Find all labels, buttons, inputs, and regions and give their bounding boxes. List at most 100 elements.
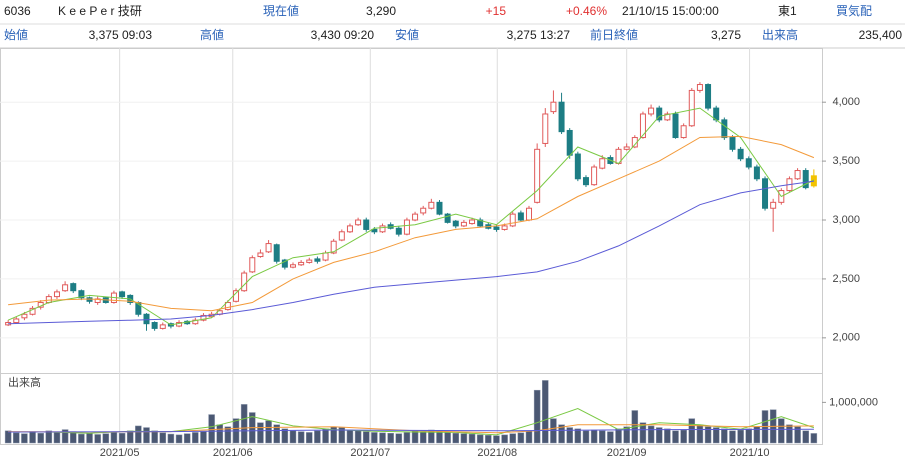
volume-bar [110,432,118,444]
volume-bar [729,430,736,444]
datetime: 21/10/15 15:00:00 [622,4,719,18]
y-tick-label: 3,500 [832,155,860,167]
candle-body [119,291,126,298]
y-tick-label: 2,500 [832,273,860,285]
volume-bar [4,430,12,444]
change: +15 [486,4,507,18]
volume-bar [623,426,630,444]
x-tick-label: 2021/07 [350,447,390,459]
volume-bar [468,433,476,444]
volume-bar [306,432,313,444]
summary-value: 3,430 09:20 [311,28,375,42]
candle-body [729,137,736,150]
candle-body [53,291,60,298]
candle-body [249,257,256,273]
candle-body [403,219,410,235]
summary-label: 出来高 [762,27,798,42]
volume-bar [387,433,394,444]
candle-body [721,119,728,139]
candle-body [794,170,801,180]
volume-bar [216,424,223,444]
candle-body [151,322,158,329]
x-tick-label: 2021/05 [100,447,140,459]
volume-bar [664,428,671,444]
candle-body [62,284,69,292]
volume-bar [200,431,207,444]
volume-bar [118,433,126,444]
volume-title: 出来高 [8,375,41,389]
plot-frame [0,48,823,445]
volume-bar [403,432,411,444]
volume-bar [354,430,362,444]
volume-bar [322,428,329,444]
volume-bar [273,424,280,444]
volume-bar [485,435,492,444]
candle-body [379,225,386,233]
candle-body [762,178,769,209]
x-tick-label: 2021/10 [730,447,770,459]
candle-body [29,307,36,315]
volume-bar [143,427,150,444]
x-tick-label: 2021/06 [213,447,253,459]
volume-bar [281,428,289,444]
volume-bar [566,427,573,444]
volume-bar [183,433,191,444]
candle-body [696,84,703,91]
market: 東1 [778,4,797,18]
candle-body [314,258,321,262]
candle-body [664,113,671,121]
candle-body [558,101,565,133]
volume-bar [102,433,110,444]
y-tick-label: 2,000 [832,332,860,344]
volume-bar [126,430,134,444]
volume-bar [493,435,500,444]
volume-bar [533,389,541,444]
candle-body [395,227,402,235]
candle-body [591,166,598,186]
current-label: 現在値 [263,3,299,18]
candle-body [200,314,207,321]
candle-body [224,301,231,311]
volume-bar [175,434,183,444]
volume-bar [542,380,549,444]
volume-bar [208,414,215,444]
candle-body [688,89,695,127]
volume-bar [192,432,199,444]
candle-body [78,290,85,299]
volume-bar [362,431,370,444]
candle-body [241,272,248,292]
volume-bar [419,431,427,444]
volume-bar [647,425,655,444]
candle-body [623,146,630,150]
volume-bar [509,433,516,444]
volume-bar [517,432,525,444]
volume-bar [574,428,582,444]
volume-bar [444,432,451,444]
volume-bar [745,428,753,444]
candle-body [745,158,752,168]
volume-bar [476,434,484,444]
volume-bar [86,433,93,444]
summary-label: 安値 [395,27,419,42]
stock-name: K e e P e r 技研 [58,4,142,18]
volume-bar [78,433,85,444]
candle-body [346,225,353,233]
volume-bar [297,431,305,444]
candle-body [672,113,679,139]
candle-body [460,221,467,227]
candle-body [21,313,28,319]
volume-bar [680,429,687,444]
volume-bar [151,430,158,444]
summary-value: 3,275 13:27 [507,28,571,42]
volume-bar [452,433,460,444]
change-pct: +0.46% [566,4,607,18]
volume-bar [167,433,175,444]
volume-bar [289,430,297,444]
volume-bar [13,432,20,444]
volume-bar [501,434,508,444]
candle-body [143,313,150,325]
candle-body [526,207,533,221]
moving-average [7,107,815,326]
candle-body [94,298,101,303]
